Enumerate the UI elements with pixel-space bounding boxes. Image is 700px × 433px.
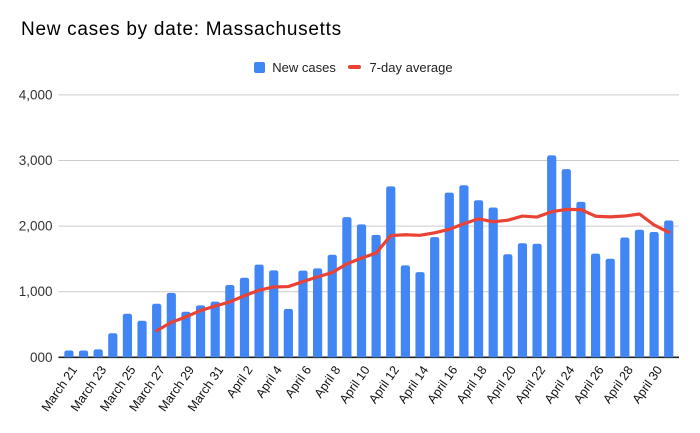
svg-text:4,000: 4,000 <box>19 87 53 102</box>
svg-text:3,000: 3,000 <box>19 153 53 168</box>
svg-text:April 4: April 4 <box>253 363 285 400</box>
svg-text:2,000: 2,000 <box>19 219 53 234</box>
svg-text:April 30: April 30 <box>629 363 665 406</box>
svg-text:1,000: 1,000 <box>19 284 53 299</box>
svg-text:April 2: April 2 <box>224 363 256 400</box>
svg-text:April 6: April 6 <box>282 363 314 400</box>
svg-text:000: 000 <box>30 350 53 365</box>
